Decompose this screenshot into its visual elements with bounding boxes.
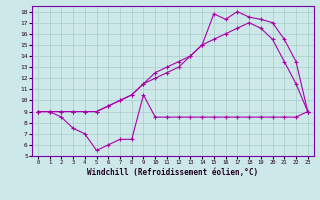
X-axis label: Windchill (Refroidissement éolien,°C): Windchill (Refroidissement éolien,°C) xyxy=(87,168,258,177)
